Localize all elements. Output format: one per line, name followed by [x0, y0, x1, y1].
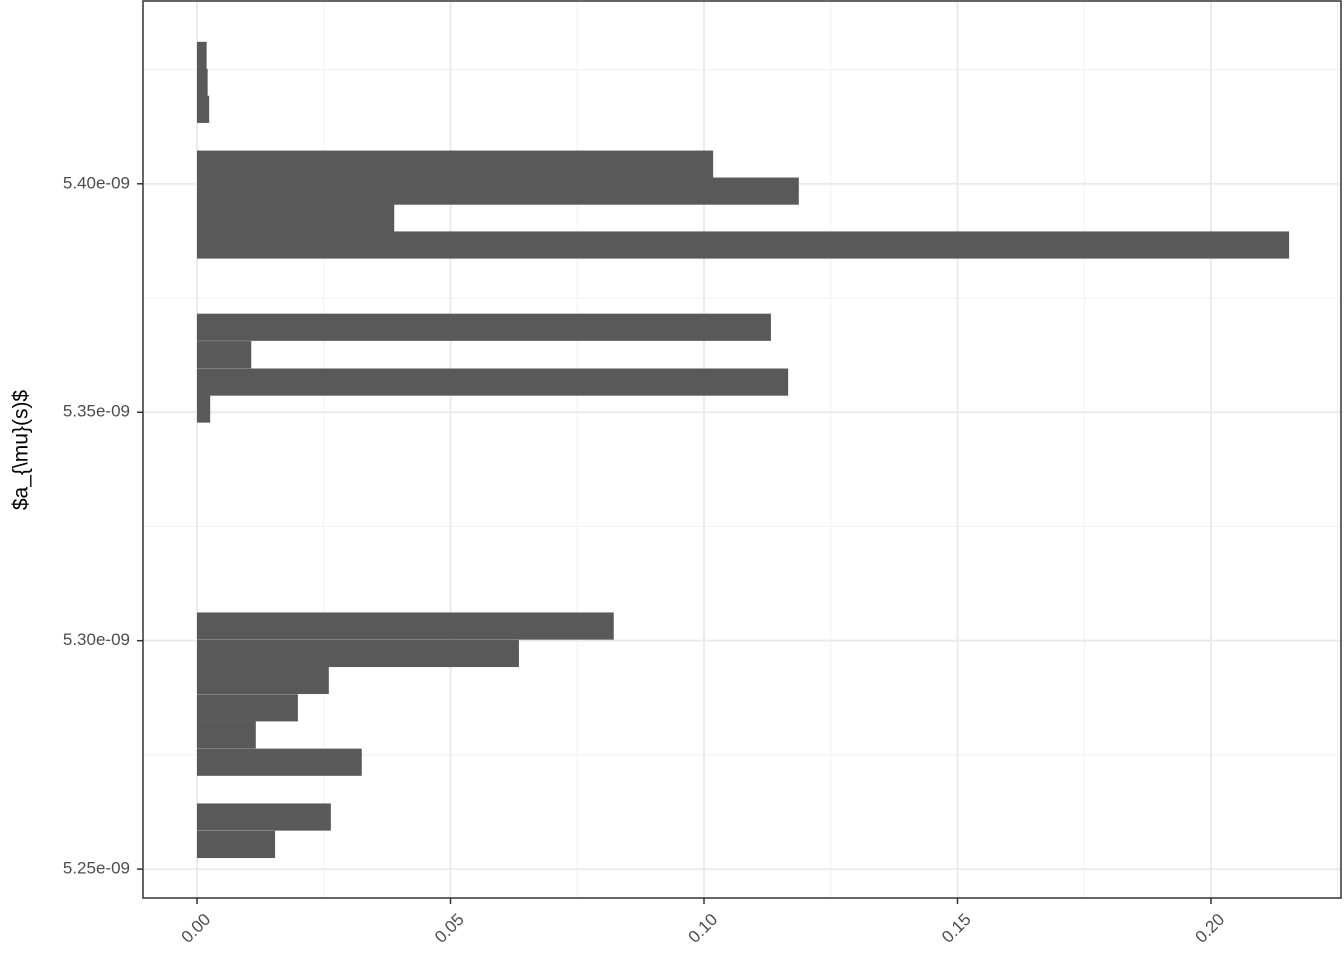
bar: [196, 666, 329, 695]
y-tick-label: 5.40e-09: [63, 173, 130, 192]
bar: [196, 68, 208, 96]
bar: [196, 41, 207, 70]
y-axis-title: $a_{\mu}(s)$: [10, 390, 33, 511]
x-tick-label: 0.00: [177, 910, 214, 947]
bar: [196, 694, 298, 722]
bar: [196, 612, 614, 640]
x-tick-label: 0.05: [431, 910, 468, 947]
bar: [196, 395, 211, 423]
bar: [196, 231, 1290, 259]
y-tick-label: 5.35e-09: [63, 402, 130, 421]
bar: [196, 368, 789, 396]
bar: [196, 313, 771, 341]
bar: [196, 204, 395, 232]
panel-border: [142, 0, 1342, 899]
x-tick-label: 0.20: [1191, 910, 1228, 947]
bar: [196, 95, 210, 123]
bar: [196, 639, 519, 668]
bar: [196, 830, 276, 859]
bar: [196, 177, 799, 205]
x-tick-label: 0.15: [938, 910, 975, 947]
y-tick-label: 5.30e-09: [63, 630, 130, 649]
bar: [196, 748, 362, 776]
bar: [196, 150, 714, 178]
x-tick-label: 0.10: [684, 910, 721, 947]
bar: [196, 341, 252, 369]
y-tick-label: 5.25e-09: [63, 859, 130, 878]
bar: [196, 721, 256, 749]
bar: [196, 803, 331, 831]
